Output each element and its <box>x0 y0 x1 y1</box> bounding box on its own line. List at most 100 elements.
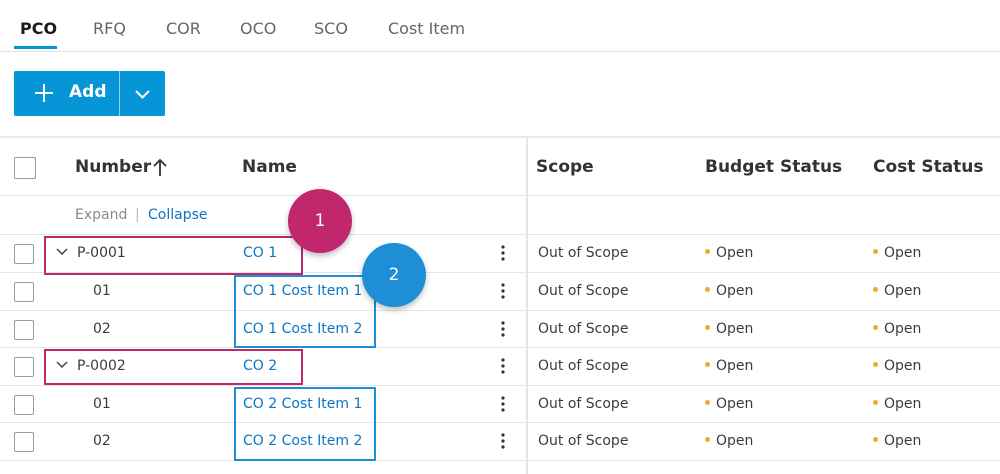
more-options-icon[interactable] <box>500 244 506 262</box>
row-divider <box>0 347 1000 348</box>
tab-oco[interactable]: OCO <box>240 19 277 38</box>
table-row: P-0001 CO 1 Out of Scope Open Open <box>0 235 1000 272</box>
active-tab-indicator <box>14 46 57 49</box>
chevron-down-icon <box>135 90 150 99</box>
budget-status-label: Open <box>716 321 754 337</box>
status-dot-icon <box>873 248 878 254</box>
row-scope: Out of Scope <box>538 433 629 449</box>
table-row: P-0002 CO 2 Out of Scope Open Open <box>0 348 1000 385</box>
row-budget-status: Open <box>705 433 753 449</box>
row-scope: Out of Scope <box>538 396 629 412</box>
annotation-badge-2: 2 <box>362 243 426 307</box>
cost-status-label: Open <box>884 245 922 261</box>
row-checkbox[interactable] <box>14 357 34 377</box>
cost-status-label: Open <box>884 321 922 337</box>
table-row: 02 CO 1 Cost Item 2 Out of Scope Open Op… <box>0 311 1000 348</box>
row-checkbox[interactable] <box>14 320 34 340</box>
add-split-button: Add <box>14 71 165 116</box>
collapse-link[interactable]: Collapse <box>148 207 208 223</box>
column-header-budget-status[interactable]: Budget Status <box>705 157 843 177</box>
select-all-checkbox[interactable] <box>14 157 36 179</box>
row-scope: Out of Scope <box>538 358 629 374</box>
row-name-link[interactable]: CO 1 Cost Item 1 <box>243 283 363 299</box>
tab-pco[interactable]: PCO <box>20 19 58 38</box>
more-options-icon[interactable] <box>500 357 506 375</box>
table-row: 01 CO 2 Cost Item 1 Out of Scope Open Op… <box>0 386 1000 423</box>
row-cost-status: Open <box>873 245 921 261</box>
status-dot-icon <box>873 436 878 442</box>
frozen-column-divider <box>526 138 528 474</box>
status-dot-icon <box>705 324 710 330</box>
row-name-link[interactable]: CO 1 Cost Item 2 <box>243 321 363 337</box>
add-button-label: Add <box>69 82 107 102</box>
row-cost-status: Open <box>873 433 921 449</box>
cost-status-label: Open <box>884 358 922 374</box>
row-number: 01 <box>93 283 111 299</box>
chevron-down-icon[interactable] <box>56 248 68 256</box>
tab-rfq[interactable]: RFQ <box>93 19 126 38</box>
expand-collapse-separator: | <box>135 207 140 223</box>
status-dot-icon <box>705 248 710 254</box>
status-dot-icon <box>705 361 710 367</box>
status-dot-icon <box>873 399 878 405</box>
column-header-number[interactable]: Number <box>75 157 152 177</box>
row-budget-status: Open <box>705 358 753 374</box>
column-header-cost-status[interactable]: Cost Status <box>873 157 984 177</box>
row-checkbox[interactable] <box>14 244 34 264</box>
row-name-link[interactable]: CO 2 Cost Item 1 <box>243 396 363 412</box>
tab-sco[interactable]: SCO <box>314 19 348 38</box>
table-row: 02 CO 2 Cost Item 2 Out of Scope Open Op… <box>0 423 1000 460</box>
header-divider <box>0 195 1000 196</box>
row-name-link[interactable]: CO 2 <box>243 358 278 374</box>
row-checkbox[interactable] <box>14 282 34 302</box>
row-cost-status: Open <box>873 358 921 374</box>
arrow-up-icon[interactable] <box>152 158 168 178</box>
annotation-highlight-cost-items-1 <box>234 275 376 348</box>
more-options-icon[interactable] <box>500 282 506 300</box>
more-options-icon[interactable] <box>500 320 506 338</box>
annotation-highlight-parent-row-1 <box>44 236 303 275</box>
row-budget-status: Open <box>705 321 753 337</box>
cost-status-label: Open <box>884 283 922 299</box>
more-options-icon[interactable] <box>500 432 506 450</box>
tab-cost-item[interactable]: Cost Item <box>388 19 466 38</box>
chevron-down-icon[interactable] <box>56 361 68 369</box>
annotation-highlight-cost-items-2 <box>234 387 376 461</box>
row-number: 02 <box>93 321 111 337</box>
row-checkbox[interactable] <box>14 432 34 452</box>
column-header-scope[interactable]: Scope <box>536 157 594 177</box>
row-number: P-0001 <box>77 245 126 261</box>
row-checkbox[interactable] <box>14 395 34 415</box>
status-dot-icon <box>705 286 710 292</box>
row-name-link[interactable]: CO 2 Cost Item 2 <box>243 433 363 449</box>
row-cost-status: Open <box>873 321 921 337</box>
row-scope: Out of Scope <box>538 321 629 337</box>
budget-status-label: Open <box>716 433 754 449</box>
table-top-border <box>0 136 1000 138</box>
budget-status-label: Open <box>716 358 754 374</box>
add-button-divider <box>119 71 120 116</box>
tab-bar: PCO RFQ COR OCO SCO Cost Item <box>0 0 1000 52</box>
annotation-badge-1: 1 <box>288 189 352 253</box>
row-budget-status: Open <box>705 245 753 261</box>
row-divider <box>0 234 1000 235</box>
row-budget-status: Open <box>705 283 753 299</box>
cost-status-label: Open <box>884 396 922 412</box>
add-dropdown-button[interactable] <box>120 71 165 116</box>
row-scope: Out of Scope <box>538 283 629 299</box>
row-name-link[interactable]: CO 1 <box>243 245 278 261</box>
budget-status-label: Open <box>716 283 754 299</box>
budget-status-label: Open <box>716 245 754 261</box>
more-options-icon[interactable] <box>500 395 506 413</box>
expand-link[interactable]: Expand <box>75 207 128 223</box>
row-number: P-0002 <box>77 358 126 374</box>
status-dot-icon <box>873 361 878 367</box>
row-cost-status: Open <box>873 283 921 299</box>
add-button[interactable]: Add <box>14 71 119 116</box>
tab-cor[interactable]: COR <box>166 19 201 38</box>
row-divider <box>0 272 1000 273</box>
cost-status-label: Open <box>884 433 922 449</box>
row-divider <box>0 385 1000 386</box>
column-header-name[interactable]: Name <box>242 157 297 177</box>
row-number: 01 <box>93 396 111 412</box>
